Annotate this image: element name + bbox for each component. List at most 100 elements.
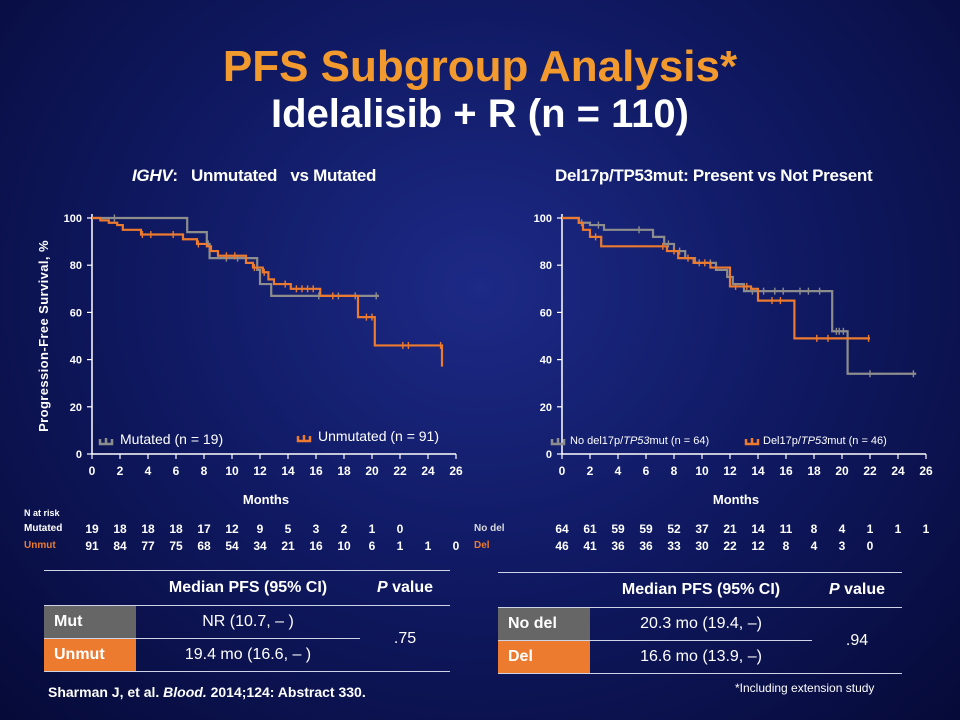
y-tick-label: 100 bbox=[534, 213, 552, 225]
risk-value: 1 bbox=[368, 522, 376, 536]
risk-value: 46 bbox=[555, 539, 569, 553]
left-risk-block: N at risk Mutated Unmut 19 18 18 18 17 12 9 5 3 2… bbox=[24, 508, 464, 558]
risk-value: 36 bbox=[611, 539, 625, 553]
risk-value: 36 bbox=[639, 539, 653, 553]
y-tick-label: 0 bbox=[546, 449, 552, 461]
table-pvalue: .94 bbox=[845, 631, 869, 649]
risk-value: 1 bbox=[866, 522, 874, 536]
x-tick-label: 12 bbox=[723, 464, 737, 478]
table-header-median: Median PFS (95% CI) bbox=[621, 581, 781, 598]
risk-value: 6 bbox=[368, 539, 376, 553]
right-panel-title: Del17p/TP53mut: Present vs Not Present bbox=[555, 166, 873, 185]
x-tick-label: 16 bbox=[309, 464, 323, 478]
risk-value: 12 bbox=[751, 539, 765, 553]
legend-nodel-pre: No del17p/ bbox=[570, 435, 624, 447]
risk-value: 14 bbox=[751, 522, 765, 536]
risk-value: 64 bbox=[555, 522, 569, 536]
x-tick-label: 14 bbox=[281, 464, 295, 478]
risk-value: 22 bbox=[723, 539, 737, 553]
table-value-nodel: 20.3 mo (19.4, –) bbox=[640, 615, 762, 632]
risk-value: 59 bbox=[611, 522, 625, 536]
risk-value: 75 bbox=[169, 539, 183, 553]
y-tick-label: 80 bbox=[540, 260, 552, 272]
risk-value: 0 bbox=[396, 522, 404, 536]
legend-mutated-icon bbox=[98, 438, 114, 446]
risk-value: 0 bbox=[866, 539, 874, 553]
risk-value: 21 bbox=[723, 522, 737, 536]
series-line-0 bbox=[562, 216, 917, 375]
x-tick-label: 12 bbox=[253, 464, 267, 478]
right-pfs-table: Median PFS (95% CI) P value No del 20.3 … bbox=[498, 572, 902, 674]
left-panel-title-italic: IGHV bbox=[132, 166, 173, 185]
risk-value: 84 bbox=[113, 539, 127, 553]
x-tick-label: 4 bbox=[145, 464, 152, 478]
risk-value: 4 bbox=[838, 522, 846, 536]
risk-title: N at risk bbox=[24, 508, 60, 518]
legend-del-icon bbox=[744, 438, 760, 446]
risk-value: 34 bbox=[253, 539, 267, 553]
y-tick-label: 20 bbox=[70, 402, 82, 414]
legend-nodel: No del17p/TP53mut (n = 64) bbox=[570, 435, 709, 447]
legend-nodel-icon bbox=[550, 438, 566, 446]
risk-value: 11 bbox=[779, 522, 793, 536]
risk-value: 21 bbox=[281, 539, 295, 553]
risk-row-label-nodel: No del bbox=[474, 523, 505, 534]
risk-value: 18 bbox=[113, 522, 127, 536]
table-value-unmut: 19.4 mo (16.6, – ) bbox=[184, 646, 312, 663]
x-tick-label: 2 bbox=[117, 464, 124, 478]
risk-value: 5 bbox=[284, 522, 292, 536]
risk-value: 8 bbox=[810, 522, 818, 536]
x-tick-label: 10 bbox=[225, 464, 239, 478]
y-tick-label: 60 bbox=[540, 307, 552, 319]
risk-value: 17 bbox=[197, 522, 211, 536]
legend-mutated: Mutated (n = 19) bbox=[120, 431, 223, 447]
x-tick-label: 8 bbox=[671, 464, 678, 478]
x-tick-label: 4 bbox=[615, 464, 622, 478]
x-tick-label: 18 bbox=[807, 464, 821, 478]
x-tick-label: 22 bbox=[393, 464, 407, 478]
citation: Sharman J, et al. Blood. 2014;124: Abstr… bbox=[48, 684, 366, 700]
risk-value: 12 bbox=[225, 522, 239, 536]
x-tick-label: 0 bbox=[559, 464, 566, 478]
legend-del-post: mut (n = 46) bbox=[827, 435, 887, 447]
risk-value: 16 bbox=[309, 539, 323, 553]
x-tick-label: 8 bbox=[201, 464, 208, 478]
table-row-label-mut: Mut bbox=[44, 605, 136, 639]
table-row-label-unmut: Unmut bbox=[44, 638, 136, 672]
series-line-0 bbox=[92, 216, 379, 297]
y-tick-label: 40 bbox=[70, 355, 82, 367]
left-panel-title-rest: : Unmutated vs Mutated bbox=[172, 166, 377, 185]
legend-unmutated-icon bbox=[296, 435, 312, 443]
risk-value: 18 bbox=[169, 522, 183, 536]
table-value-mut: NR (10.7, – ) bbox=[202, 613, 294, 630]
x-tick-label: 16 bbox=[779, 464, 793, 478]
risk-value: 41 bbox=[583, 539, 597, 553]
table-header-pvalue: P value bbox=[828, 581, 886, 598]
risk-value: 54 bbox=[225, 539, 239, 553]
risk-value: 91 bbox=[85, 539, 99, 553]
x-tick-label: 18 bbox=[337, 464, 351, 478]
risk-value: 33 bbox=[667, 539, 681, 553]
table-row-label-nodel: No del bbox=[498, 607, 590, 641]
risk-row-label-mutated: Mutated bbox=[24, 523, 63, 534]
risk-value: 19 bbox=[85, 522, 99, 536]
legend-nodel-post: mut (n = 64) bbox=[650, 435, 710, 447]
risk-value: 1 bbox=[424, 539, 432, 553]
x-tick-label: 20 bbox=[835, 464, 849, 478]
x-tick-label: 10 bbox=[695, 464, 709, 478]
table-header-median: Median PFS (95% CI) bbox=[168, 579, 328, 596]
footnote: *Including extension study bbox=[735, 681, 875, 695]
right-risk-block: No del Del 64 61 59 59 52 37 21 14 11 8 4 1 1 1 46 41 3… bbox=[474, 508, 929, 558]
left-pfs-table: Median PFS (95% CI) P value Mut NR (10.7… bbox=[44, 570, 450, 672]
risk-value: 30 bbox=[695, 539, 709, 553]
x-tick-label: 20 bbox=[365, 464, 379, 478]
x-tick-label: 26 bbox=[449, 464, 463, 478]
legend-nodel-italic: TP53 bbox=[623, 435, 650, 447]
x-tick-label: 6 bbox=[173, 464, 180, 478]
risk-value: 10 bbox=[337, 539, 351, 553]
legend-del-pre: Del17p/ bbox=[763, 435, 802, 447]
risk-value: 8 bbox=[782, 539, 790, 553]
table-header-pvalue: P value bbox=[376, 579, 434, 596]
